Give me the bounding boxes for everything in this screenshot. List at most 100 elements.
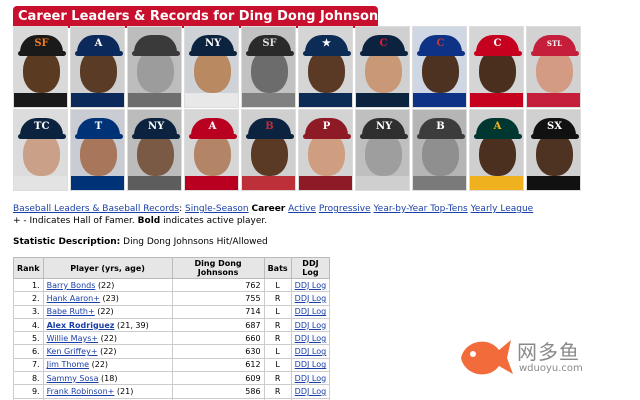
ddj-log-link[interactable]: DDJ Log — [294, 333, 327, 343]
player-cell: Babe Ruth+ (22) — [42, 304, 173, 319]
player-link[interactable]: Sammy Sosa — [46, 373, 99, 383]
watermark-url: wduoyu.com — [519, 363, 583, 374]
rank-cell: 6. — [13, 344, 44, 359]
cap-logo: A — [493, 121, 502, 132]
cap-brim — [132, 134, 180, 139]
rank-cell: 7. — [13, 357, 44, 373]
yearly-league-link[interactable]: Yearly League — [470, 204, 534, 214]
ddj-log-link[interactable]: DDJ Log — [294, 347, 327, 357]
bats-cell: L — [263, 304, 292, 319]
cap-brim — [246, 51, 294, 56]
cap-logo: B — [265, 121, 274, 132]
cap — [419, 118, 462, 138]
fish-logo-icon — [461, 340, 513, 375]
cap-brim — [246, 134, 294, 139]
ddj-log-link[interactable]: DDJ Log — [294, 293, 327, 303]
nav-colon: : — [179, 204, 183, 214]
table-row: 4. Alex Rodriguez (21, 39) 687 R DDJ Log — [13, 317, 331, 333]
table-row: 6. Ken Griffey+ (22) 630 L DDJ Log — [13, 344, 331, 359]
ddj-log-link[interactable]: DDJ Log — [294, 360, 327, 370]
cap-brim — [303, 51, 351, 56]
progressive-link[interactable]: Progressive — [318, 204, 371, 214]
jersey — [14, 176, 67, 190]
bats-cell: R — [263, 331, 292, 346]
cap — [191, 35, 234, 55]
player-photo-9: C — [469, 26, 524, 108]
ddj-log-link[interactable]: DDJ Log — [294, 280, 327, 290]
player-photo-15: B — [241, 109, 296, 191]
year-by-year-top-tens-link[interactable]: Year-by-Year Top-Tens — [373, 204, 468, 214]
single-season-link[interactable]: Single-Season — [185, 204, 249, 214]
baseball-leaders-link[interactable]: Baseball Leaders & Baseball Records — [13, 204, 180, 214]
table-row: 7. Jim Thome (22) 612 L DDJ Log — [13, 357, 331, 373]
active-link[interactable]: Active — [288, 204, 316, 214]
table-row: 2. Hank Aaron+ (23) 755 R DDJ Log — [13, 291, 331, 306]
face — [194, 49, 231, 93]
player-link[interactable]: Willie Mays+ — [46, 333, 99, 343]
cap-logo: B — [436, 121, 445, 132]
jersey — [356, 93, 409, 107]
player-years: (21, 39) — [117, 320, 149, 330]
player-cell: Sammy Sosa (18) — [42, 371, 173, 386]
cap — [191, 118, 234, 138]
bats-cell: L — [263, 344, 292, 359]
cap-brim — [189, 134, 237, 139]
cap-logo: STL — [546, 39, 563, 48]
ddj-log-link[interactable]: DDJ Log — [294, 373, 327, 383]
rank-cell: 4. — [13, 317, 44, 333]
player-years: (22) — [97, 280, 115, 290]
statistic-description: Statistic Description: Ding Dong Johnson… — [13, 237, 268, 247]
cap-brim — [474, 51, 522, 56]
cap-logo: P — [322, 121, 331, 132]
log-cell: DDJ Log — [290, 304, 331, 319]
bats-cell: L — [263, 357, 292, 373]
statistic-value: Ding Dong Johnsons Hit/Allowed — [123, 237, 268, 247]
cap-logo: A — [208, 121, 217, 132]
rank-cell: 2. — [13, 291, 44, 306]
header-value[interactable]: Ding Dong Johnsons — [171, 257, 265, 279]
player-link[interactable]: Alex Rodriguez — [46, 320, 115, 330]
header-rank[interactable]: Rank — [13, 257, 44, 279]
table-header-row: Rank Player (yrs, age) Ding Dong Johnson… — [13, 257, 331, 279]
player-link[interactable]: Frank Robinson+ — [46, 387, 115, 397]
ddj-log-link[interactable]: DDJ Log — [294, 307, 327, 317]
player-photo-11: TC — [13, 109, 68, 191]
player-years: (22) — [91, 360, 109, 370]
value-cell: 714 — [171, 304, 265, 319]
player-photo-18: B — [412, 109, 467, 191]
jersey — [527, 93, 580, 107]
ddj-log-link[interactable]: DDJ Log — [294, 320, 327, 330]
player-years: (22) — [97, 307, 114, 317]
player-link[interactable]: Babe Ruth+ — [46, 307, 95, 317]
rank-cell: 3. — [13, 304, 44, 319]
cap-logo: T — [94, 121, 103, 132]
bats-cell: R — [263, 384, 292, 399]
face — [137, 132, 174, 176]
ddj-log-link[interactable]: DDJ Log — [294, 387, 327, 397]
player-link[interactable]: Hank Aaron+ — [46, 293, 100, 303]
header-player[interactable]: Player (yrs, age) — [42, 257, 173, 279]
rank-cell: 8. — [13, 371, 44, 386]
jersey — [356, 176, 409, 190]
cap-logo: SF — [262, 38, 277, 49]
face — [479, 49, 516, 93]
career-current: Career — [251, 204, 286, 214]
player-photo-12: T — [70, 109, 125, 191]
cap-logo: C — [436, 38, 445, 49]
player-link[interactable]: Jim Thome — [46, 360, 90, 370]
value-cell: 755 — [171, 291, 265, 306]
player-link[interactable]: Barry Bonds — [46, 280, 96, 290]
log-cell: DDJ Log — [290, 397, 331, 400]
header-log[interactable]: DDJ Log — [290, 257, 331, 279]
cap — [305, 35, 348, 55]
header-bats[interactable]: Bats — [263, 257, 292, 279]
cap — [77, 35, 120, 55]
cap-logo: NY — [148, 121, 165, 132]
jersey — [128, 176, 181, 190]
player-link[interactable]: Ken Griffey+ — [46, 347, 98, 357]
bats-cell: R — [263, 291, 292, 306]
cap — [20, 35, 63, 55]
cap — [134, 35, 177, 55]
hof-marker: + — [13, 216, 21, 226]
jersey — [128, 93, 181, 107]
